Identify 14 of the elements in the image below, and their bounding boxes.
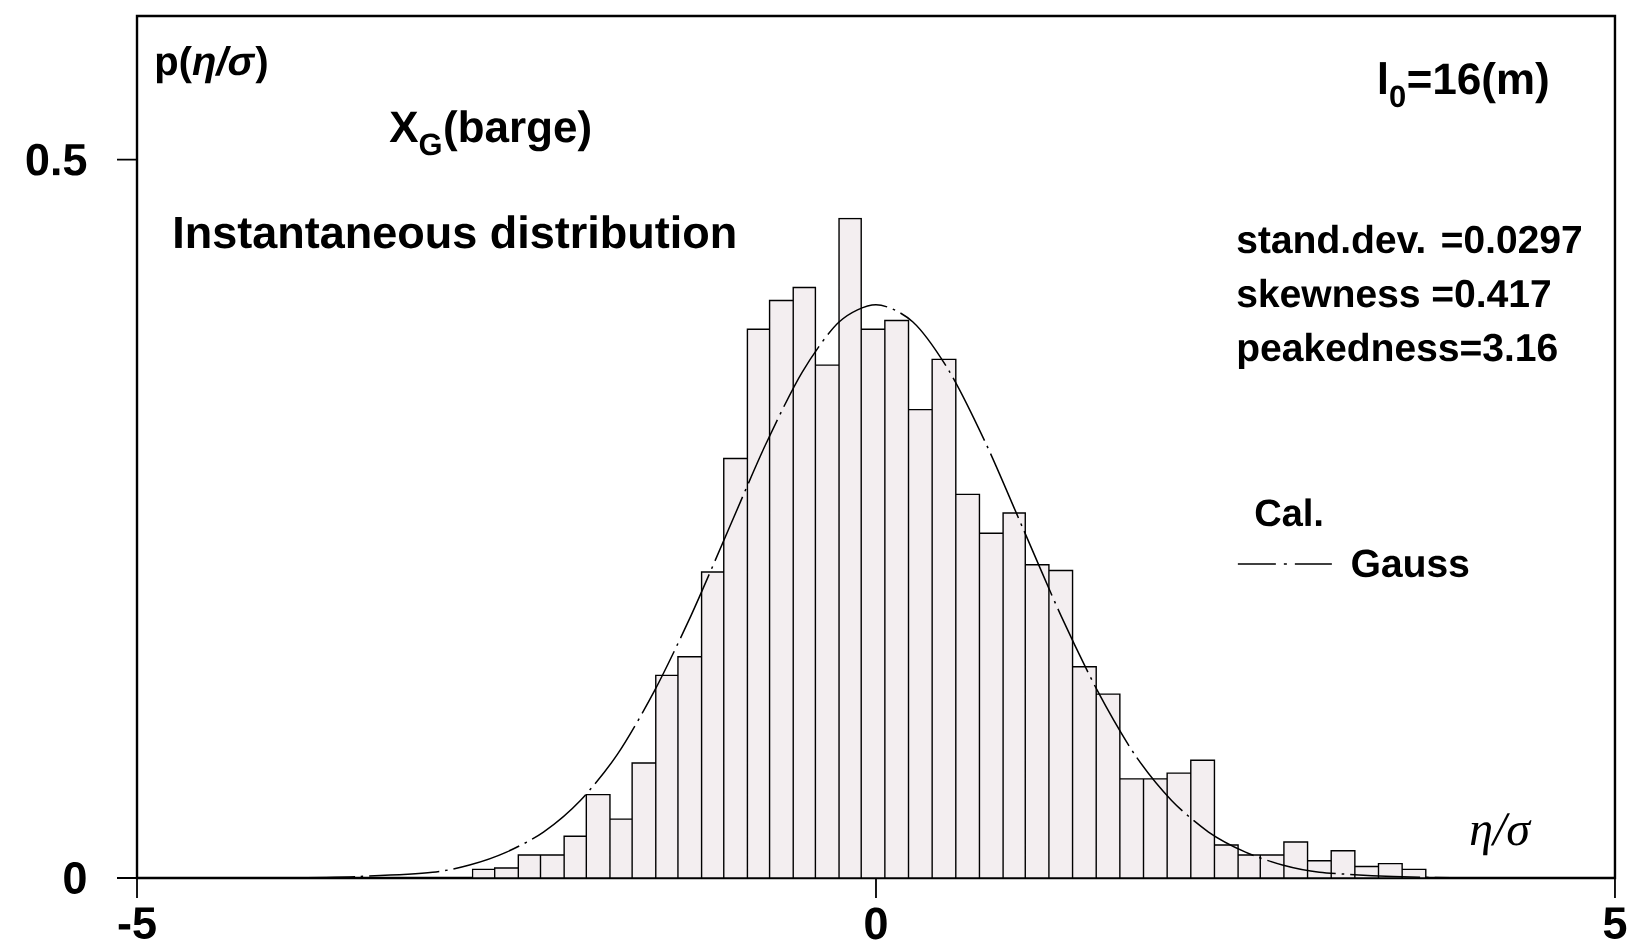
x-tick-label: 5 (1603, 907, 1627, 939)
x-axis-title: η/σ (1470, 813, 1532, 856)
y-tick-label: 0.5 (26, 143, 87, 176)
text: X$_{G}$(barge) (389, 110, 590, 156)
y-axis-title: p(η/σ) (156, 45, 267, 84)
x-tick-label: 0 (865, 907, 887, 940)
annotation: skewness =0.417 (1237, 278, 1550, 308)
text: Instantaneous distribution (175, 215, 735, 249)
annotation: l$_{0}$=16(m) (1379, 62, 1548, 108)
x-tick-label: -5 (118, 907, 156, 939)
annotation: stand.dev. =0.0297 (1237, 224, 1581, 254)
legend-title: Cal. (1255, 498, 1322, 527)
annotation: peakedness=3.16 (1238, 332, 1557, 370)
legend-label: Gauss (1352, 549, 1469, 578)
